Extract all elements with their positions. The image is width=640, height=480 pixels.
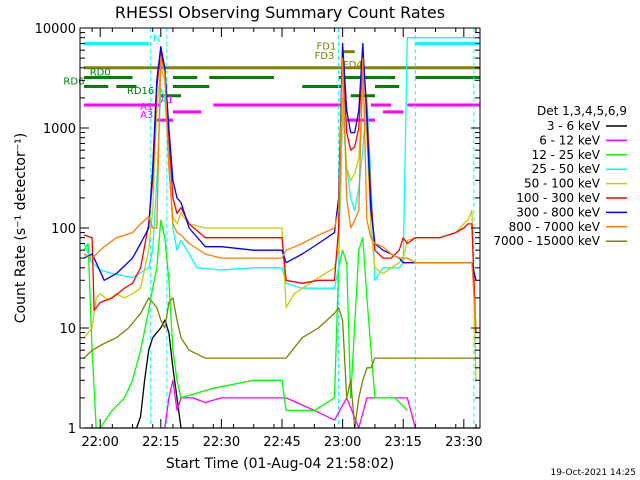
flag-label: FD4 <box>343 60 363 71</box>
flag-label: RD0 <box>90 67 111 78</box>
x-tick-label: 23:15 <box>384 435 421 450</box>
legend-title: Det 1,3,4,5,6,9 <box>537 104 627 118</box>
legend-label: 300 - 800 keV <box>516 205 600 219</box>
flag-label: N <box>153 33 160 44</box>
y-tick-label: 1 <box>68 422 76 437</box>
flag-label: FD3 <box>315 51 335 62</box>
x-tick-label: 23:30 <box>445 435 482 450</box>
legend-label: 6 - 12 keV <box>539 133 601 147</box>
legend-label: 800 - 7000 keV <box>509 220 601 234</box>
flag-label: A1 <box>140 102 153 113</box>
flag-label: RD16 <box>127 86 154 97</box>
series-layer <box>83 37 480 429</box>
y-axis-title: Count Rate (s⁻¹ detector⁻¹) <box>13 133 29 323</box>
legend-label: 50 - 100 keV <box>524 177 601 191</box>
legend-label: 100 - 300 keV <box>516 191 600 205</box>
x-axis-title: Start Time (01-Aug-04 21:58:02) <box>166 456 394 472</box>
axis-layer: 22:00 22:15 22:30 22:45 23:00 23:15 23:30 1 10 10… <box>35 22 483 450</box>
y-tick-label: 10 <box>59 322 76 337</box>
x-tick-label: 23:00 <box>324 435 361 450</box>
series-line <box>83 219 408 429</box>
x-tick-label: 22:15 <box>142 435 179 450</box>
timestamp: 19-Oct-2021 14:25 <box>551 468 636 478</box>
flag-label: FD1 <box>317 42 337 53</box>
x-tick-label: 22:45 <box>263 435 300 450</box>
flag-label: RD6 <box>63 77 84 88</box>
series-line <box>83 297 476 429</box>
legend-label: 7000 - 15000 keV <box>493 234 600 248</box>
legend-label: 25 - 50 keV <box>532 162 601 176</box>
x-tick-label: 22:30 <box>203 435 240 450</box>
legend-label: 12 - 25 keV <box>532 148 601 162</box>
y-tick-label: 10000 <box>35 22 76 37</box>
x-tick-label: 22:00 <box>81 435 118 450</box>
chart-title: RHESSI Observing Summary Count Rates <box>115 3 445 22</box>
y-tick-label: 1000 <box>43 122 76 137</box>
legend-label: 3 - 6 keV <box>547 119 601 133</box>
series-line <box>84 319 480 429</box>
y-tick-label: 100 <box>51 222 76 237</box>
series-line <box>83 57 477 329</box>
flag-label: A3 <box>140 110 153 121</box>
